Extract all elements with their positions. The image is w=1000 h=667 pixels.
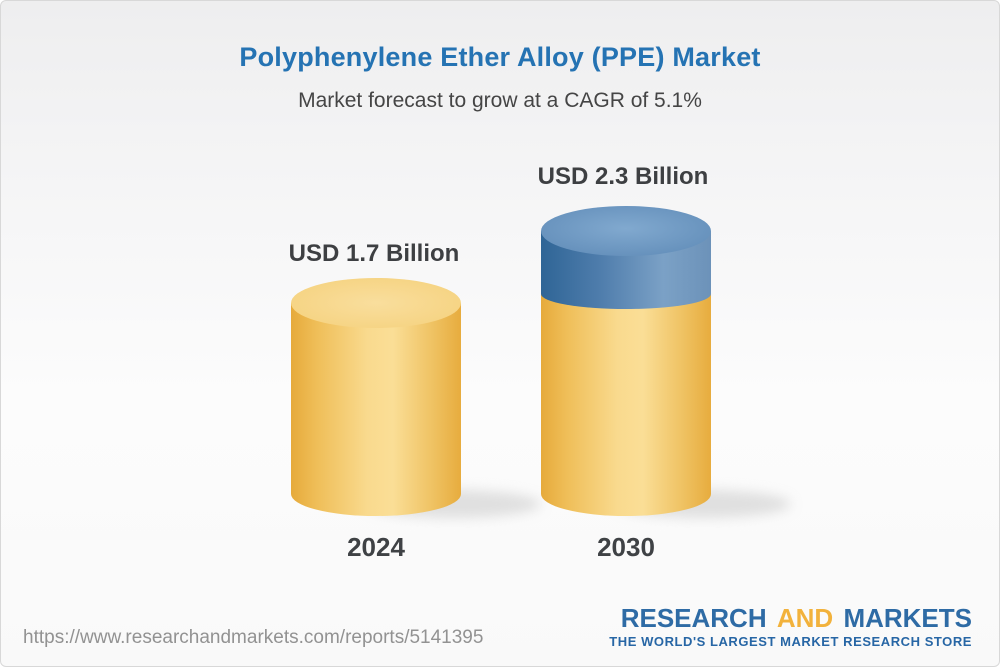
cylinder-2024 bbox=[291, 278, 461, 516]
value-label-2030: USD 2.3 Billion bbox=[537, 163, 709, 190]
cylinder-2024-body bbox=[291, 303, 461, 516]
cylinder-2030-growth-top bbox=[541, 206, 711, 256]
logo-word-and: AND bbox=[776, 603, 834, 633]
researchandmarkets-logo: RESEARCH AND MARKETS THE WORLD'S LARGEST… bbox=[609, 605, 972, 648]
category-label-2024: 2024 bbox=[347, 532, 405, 562]
report-url: https://www.researchandmarkets.com/repor… bbox=[23, 627, 484, 648]
cylinder-2024-top bbox=[291, 278, 461, 328]
logo-word-research: RESEARCH bbox=[620, 603, 767, 633]
value-label-2024: USD 1.7 Billion bbox=[288, 240, 460, 267]
category-label-2030: 2030 bbox=[597, 532, 655, 562]
cylinder-2030 bbox=[541, 206, 711, 516]
page-title: Polyphenylene Ether Alloy (PPE) Market bbox=[239, 42, 761, 72]
cylinder-2030-base-body bbox=[541, 291, 711, 516]
logo-word-markets: MARKETS bbox=[843, 603, 972, 633]
logo-tagline: THE WORLD'S LARGEST MARKET RESEARCH STOR… bbox=[609, 634, 972, 649]
logo-wordmark: RESEARCH AND MARKETS bbox=[609, 605, 972, 631]
page-subtitle: Market forecast to grow at a CAGR of 5.1… bbox=[298, 89, 702, 112]
